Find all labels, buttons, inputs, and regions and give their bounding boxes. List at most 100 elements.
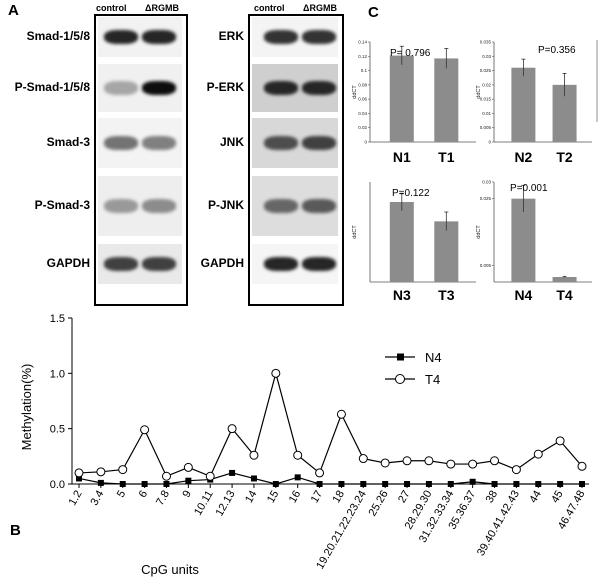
- b-x-tick-label: 12.13: [214, 489, 238, 519]
- c-y-tick-label: 0.02: [358, 125, 367, 130]
- b-y-label: Methylation(%): [19, 364, 34, 451]
- blot-row-label: ERK: [218, 29, 244, 43]
- b-legend-marker: [395, 374, 405, 384]
- blot-band-2-1: [264, 81, 298, 95]
- c-y-label: ddCT: [352, 85, 358, 99]
- blot-band-3-1: [104, 136, 138, 150]
- blot-row-label: P-Smad-1/5/8: [14, 80, 90, 94]
- blot-band-5-2: [302, 257, 336, 271]
- blot-right-header-control: control: [254, 3, 285, 13]
- b-point-T4: [271, 368, 281, 378]
- blot-band-3-2: [142, 136, 176, 150]
- blot-band-5-2: [142, 257, 176, 271]
- b-point-T4: [118, 465, 128, 475]
- b-x-tick-label: 44: [527, 489, 544, 506]
- c-bar: [511, 67, 536, 142]
- blot-band-3-1: [264, 136, 298, 150]
- b-point-T4: [533, 449, 543, 459]
- b-x-tick-label: 27: [396, 489, 413, 506]
- b-point-T4: [74, 468, 84, 478]
- b-point-N4: [557, 481, 564, 487]
- blot-band-4-1: [264, 199, 298, 213]
- blot-band-4-1: [104, 199, 138, 213]
- c-y-tick-label: 0.01: [482, 111, 491, 116]
- c-category-label: N2: [514, 149, 532, 165]
- b-point-T4: [358, 454, 368, 464]
- b-point-T4: [315, 468, 325, 478]
- c-y-tick-label: 0.1: [361, 68, 368, 73]
- b-point-T4: [380, 458, 390, 468]
- b-x-tick-label: 18: [331, 489, 348, 506]
- blot-band-4-2: [302, 199, 336, 213]
- c-bar: [511, 198, 536, 282]
- b-point-N4: [119, 481, 126, 487]
- b-point-N4: [425, 481, 432, 487]
- b-x-tick-label: 38: [484, 489, 501, 506]
- c-category-label: T4: [556, 287, 573, 303]
- b-x-tick-label: 5: [115, 489, 128, 500]
- b-point-T4: [205, 471, 215, 481]
- b-point-N4: [250, 475, 257, 482]
- blot-band-2-2: [142, 81, 176, 95]
- c-y-label: ddCT: [476, 225, 482, 239]
- c-bar: [389, 202, 414, 282]
- b-point-T4: [96, 467, 106, 477]
- c-y-tick-label: 0.005: [480, 125, 492, 130]
- b-x-tick-label: 25.26: [367, 489, 391, 519]
- b-point-T4: [293, 450, 303, 460]
- b-point-N4: [185, 477, 192, 484]
- b-point-N4: [447, 481, 454, 487]
- b-point-T4: [249, 450, 259, 460]
- b-point-N4: [294, 474, 301, 481]
- b-point-N4: [76, 475, 82, 482]
- c-category-label: N3: [393, 287, 411, 303]
- b-point-T4: [402, 456, 412, 466]
- panel-label-c: C: [368, 4, 379, 21]
- c-y-tick-label: 0: [488, 140, 491, 145]
- b-point-N4: [360, 481, 367, 487]
- blot-row-label: GAPDH: [200, 256, 244, 270]
- c-y-tick-label: 0: [364, 140, 367, 145]
- blot-row-label: P-ERK: [206, 80, 244, 94]
- b-point-T4: [555, 436, 565, 446]
- b-point-T4: [336, 409, 346, 419]
- c-y-tick-label: 0.035: [480, 40, 492, 45]
- blot-right-header-rgmb: ΔRGMB: [303, 3, 337, 13]
- c-p-value: P=0.356: [538, 45, 576, 56]
- blot-band-5-1: [264, 257, 298, 271]
- b-point-N4: [316, 481, 323, 487]
- c-y-tick-label: 0.03: [482, 180, 491, 185]
- c-bar: [434, 58, 459, 142]
- b-point-T4: [183, 462, 193, 472]
- c-y-tick-label: 0.08: [358, 82, 367, 87]
- c-bar: [434, 221, 459, 282]
- b-point-N4: [491, 481, 498, 487]
- c-p-value: P=0.001: [510, 183, 548, 194]
- b-point-T4: [140, 425, 150, 435]
- c-y-label: ddCT: [476, 85, 482, 99]
- panel-label-b: B: [10, 522, 21, 539]
- c-y-tick-label: 0.06: [358, 97, 367, 102]
- b-x-tick-label: 17: [309, 489, 326, 506]
- b-legend-label: T4: [425, 372, 440, 387]
- c-y-label: ddCT: [352, 225, 358, 239]
- c-y-tick-label: 0.015: [480, 97, 492, 102]
- b-x-tick-label: 45: [549, 489, 566, 506]
- blot-band-1-2: [142, 30, 176, 44]
- blot-row-label: GAPDH: [46, 256, 90, 270]
- c-y-tick-label: 0.04: [358, 111, 367, 116]
- b-point-N4: [141, 481, 148, 487]
- b-point-N4: [469, 478, 476, 485]
- c-category-label: N4: [514, 287, 532, 303]
- b-y-tick-label: 1.5: [50, 313, 65, 325]
- b-point-N4: [163, 481, 170, 487]
- b-point-T4: [424, 456, 434, 466]
- b-legend-label: N4: [425, 350, 442, 365]
- b-x-tick-label: 3.4: [88, 489, 106, 508]
- b-point-T4: [577, 461, 587, 471]
- b-point-N4: [272, 481, 279, 487]
- c-category-label: T2: [556, 149, 573, 165]
